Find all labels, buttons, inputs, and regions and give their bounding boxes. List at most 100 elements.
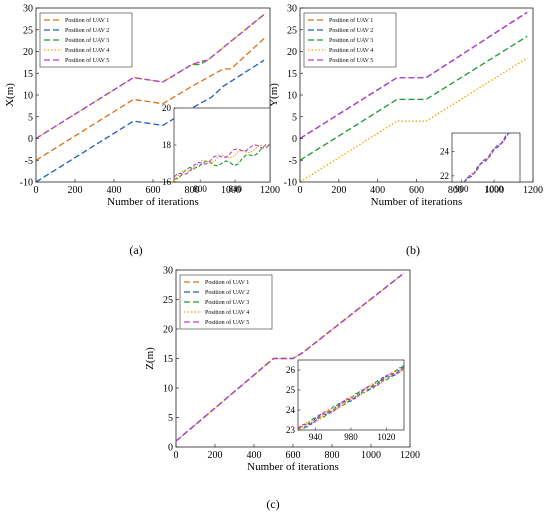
chart-panel-3: 0 200 400 600 800 1000 1200 0 5 10 15 20 25 30 Number …	[144, 266, 420, 512]
x-tick-label: 1200	[400, 450, 420, 461]
y-tick-label: 30	[163, 266, 173, 277]
inset-series-line	[452, 251, 520, 323]
x-tick-label: 400	[247, 450, 262, 461]
x-tick-label: 1000	[221, 185, 241, 196]
legend-entry: Position of UAV 4	[65, 47, 109, 54]
x-tick-label: 200	[331, 185, 346, 196]
inset-series-line	[174, 220, 270, 271]
series-line-uav-2	[36, 59, 265, 182]
panel-label: (b)	[406, 243, 420, 257]
y-tick-label: 20	[23, 47, 33, 58]
legend: Position of UAV 1 Position of UAV 2 Positi…	[179, 274, 273, 330]
x-tick-label: 0	[298, 185, 303, 196]
inset-y-tick-label: 23	[286, 425, 296, 435]
x-tick-label: 0	[174, 450, 179, 461]
x-tick-label: 200	[68, 185, 83, 196]
y-tick-label: 20	[287, 47, 297, 58]
y-tick-label: 0	[292, 134, 297, 145]
y-tick-label: 15	[287, 69, 297, 80]
x-tick-label: 1200	[260, 185, 280, 196]
inset-y-tick-label: 26	[286, 365, 296, 375]
inset-y-tick-label: 20	[162, 103, 172, 113]
y-tick-label: 25	[163, 295, 173, 306]
y-tick-label: 15	[23, 69, 33, 80]
legend-entry: Position of UAV 5	[65, 57, 109, 64]
y-tick-label: 10	[287, 91, 297, 102]
inset-y-tick-label: 18	[162, 140, 172, 150]
legend-entry: Position of UAV 1	[205, 279, 249, 286]
series-line-uav-4	[36, 13, 265, 140]
inset-series-line	[174, 144, 270, 182]
inset-x-tick-label: 840	[228, 184, 242, 194]
series-line-uav-3	[300, 35, 528, 161]
inset-series-line	[174, 143, 270, 178]
inset-x-tick-label: 940	[309, 432, 323, 442]
y-tick-label: -10	[284, 178, 297, 189]
inset-x-tick-label: 800	[193, 184, 207, 194]
legend: Position of UAV 1 Position of UAV 2 Positi…	[303, 12, 397, 68]
y-tick-label: 20	[163, 325, 173, 336]
x-tick-label: 800	[448, 185, 463, 196]
inset-series-line	[298, 367, 404, 430]
inset-series-line	[298, 364, 404, 428]
x-tick-label: 200	[208, 450, 223, 461]
x-tick-label: 400	[107, 185, 122, 196]
legend-entry: Position of UAV 3	[329, 37, 373, 44]
x-tick-label: 800	[185, 185, 200, 196]
inset-x-tick-label: 900	[455, 184, 469, 194]
legend-entry: Position of UAV 5	[329, 57, 373, 64]
legend-entry: Position of UAV 1	[329, 17, 373, 24]
x-tick-label: 400	[370, 185, 385, 196]
series-line-uav-5	[300, 11, 528, 140]
x-tick-label: 600	[409, 185, 424, 196]
y-tick-label: 10	[163, 384, 173, 395]
x-tick-label: 0	[34, 185, 39, 196]
series-line-uav-4	[300, 57, 528, 182]
chart-panel-1: 0 200 400 600 800 1000 1200 -10 -5 0 5 10 15 20 25 30 Nu…	[4, 4, 280, 271]
inset-y-tick-label: 16	[162, 177, 172, 187]
x-tick-label: 1000	[361, 450, 381, 461]
y-tick-label: 15	[163, 354, 173, 365]
x-axis-label: Number of iterations	[107, 196, 199, 208]
panel-label: (c)	[266, 497, 279, 511]
y-axis-label: Z(m)	[144, 347, 156, 370]
y-tick-label: 0	[168, 443, 173, 454]
y-tick-label: 5	[292, 112, 297, 123]
inset-series-line	[298, 366, 404, 430]
legend-entry: Position of UAV 3	[65, 37, 109, 44]
legend-entry: Position of UAV 2	[329, 27, 373, 34]
y-tick-label: -10	[20, 178, 33, 189]
y-tick-label: 5	[168, 413, 173, 424]
inset-zoom: 800 840 16 18 20	[162, 103, 271, 271]
series-line-uav-5	[176, 272, 405, 442]
y-tick-label: -5	[25, 156, 33, 167]
x-axis-label: Number of iterations	[371, 196, 463, 208]
y-axis-label: X(m)	[4, 83, 16, 107]
legend-entry: Position of UAV 5	[205, 319, 249, 326]
x-axis-label: Number of iterations	[247, 461, 339, 473]
inset-box	[451, 132, 521, 183]
inset-zoom: 900 1000 22 24	[440, 132, 521, 323]
chart-panel-2: 0 200 400 600 800 1000 1200 -10 -5 0 5 10 15 20 25 30 Nu…	[268, 4, 543, 323]
y-axis-label: Y(m)	[268, 83, 280, 107]
inset-series-line	[464, 133, 510, 182]
y-tick-label: 10	[23, 91, 33, 102]
inset-y-tick-label: 24	[440, 146, 450, 156]
legend-entry: Position of UAV 4	[329, 47, 373, 54]
panel-label: (a)	[129, 243, 142, 257]
inset-series-line	[174, 144, 270, 180]
inset-y-tick-label: 25	[286, 385, 296, 395]
y-tick-label: 30	[23, 4, 33, 15]
inset-series-line	[464, 133, 510, 182]
x-tick-label: 800	[325, 450, 340, 461]
inset-y-tick-label: 22	[440, 171, 449, 181]
y-tick-label: -5	[289, 156, 297, 167]
inset-x-tick-label: 980	[344, 432, 358, 442]
y-tick-label: 5	[28, 112, 33, 123]
legend-entry: Position of UAV 2	[205, 289, 249, 296]
inset-y-tick-label: 24	[286, 405, 296, 415]
x-tick-label: 1000	[484, 185, 504, 196]
y-tick-label: 0	[28, 134, 33, 145]
inset-zoom: 940 980 1020 23 24 25 26	[286, 359, 405, 442]
